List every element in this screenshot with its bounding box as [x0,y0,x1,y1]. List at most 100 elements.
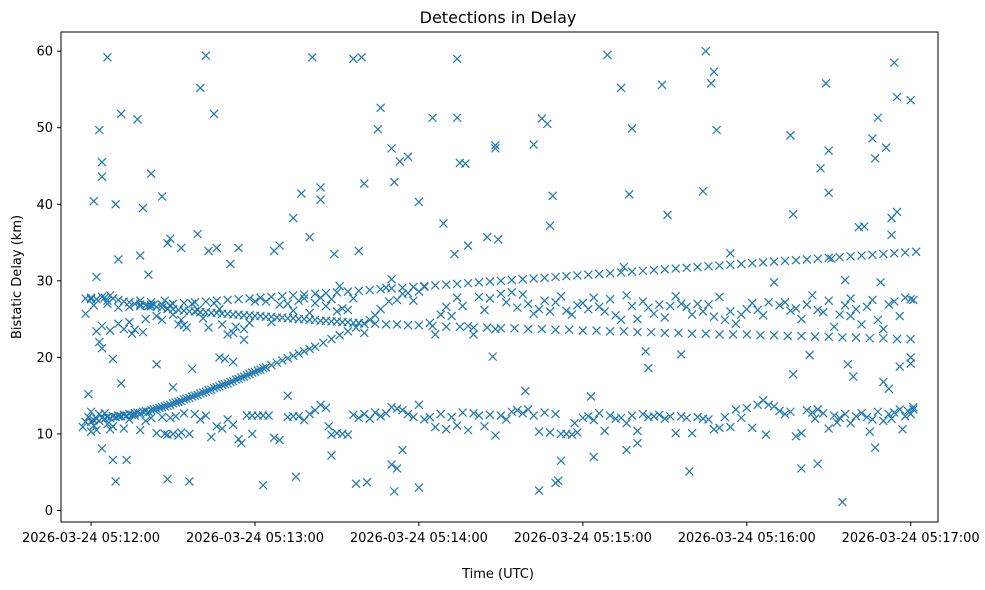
data-point [840,409,850,419]
data-point [217,380,227,390]
data-point [534,427,544,437]
data-point [813,305,823,315]
data-point [370,319,380,329]
data-point [693,262,703,272]
data-point [403,409,413,419]
data-point [780,297,790,307]
data-point [605,268,615,278]
data-point [307,52,317,62]
data-point [370,408,380,417]
data-point [359,328,369,338]
data-point [633,426,642,436]
data-point [720,315,730,325]
data-point [725,307,735,316]
data-point [439,218,448,228]
data-point [873,113,883,123]
data-point [572,271,582,280]
data-point [868,250,877,260]
data-point [824,424,834,434]
data-point [540,273,550,283]
data-point [184,476,194,486]
data-point [348,54,358,64]
data-point [193,229,203,239]
data-point [97,172,107,182]
data-point [469,329,478,339]
data-point [201,297,211,306]
data-point [239,335,249,345]
data-point [327,430,336,440]
data-point [245,369,254,379]
data-point [436,409,446,419]
data-point [234,434,244,444]
data-point [868,133,877,143]
data-point [179,298,189,308]
data-point [332,287,342,297]
data-point [398,445,407,455]
data-point [86,294,96,304]
data-point [335,281,345,291]
data-point [791,303,801,313]
data-point [253,365,263,375]
data-point [846,418,855,428]
data-point [851,411,861,421]
data-point [892,334,902,344]
data-point [889,408,899,417]
data-point [769,401,779,411]
data-point [387,460,397,470]
data-point [127,329,137,339]
data-point [813,405,823,414]
data-point [225,259,235,269]
data-point [551,272,560,282]
data-point [97,292,107,302]
data-point [868,295,877,305]
data-point [359,179,369,189]
data-point [865,333,875,343]
data-point [264,411,274,421]
data-point [275,300,284,309]
data-point [165,234,175,244]
data-point [283,391,293,401]
data-point [835,413,845,423]
data-point [827,254,836,264]
data-point [179,408,189,418]
data-point [474,277,484,287]
data-point [146,413,156,423]
data-point [881,143,891,153]
data-point [239,372,249,381]
data-point [704,414,713,424]
data-point [592,326,601,336]
data-point [725,260,735,270]
data-point [488,352,498,362]
data-point [646,327,656,337]
data-point [698,186,708,196]
data-point [780,409,790,419]
data-point [742,403,752,413]
data-point [231,322,241,332]
y-tick-label: 40 [36,198,53,213]
data-point [103,52,112,62]
data-point [682,302,692,312]
data-point [343,287,353,296]
data-point [764,400,774,410]
data-point [343,305,353,315]
data-point [318,338,328,348]
data-point [234,243,244,253]
data-point [389,486,399,496]
data-point [316,195,325,205]
data-point [452,113,462,123]
data-point [258,480,268,490]
data-point [419,282,429,292]
data-point [452,54,462,64]
data-point [906,409,916,419]
data-point [419,414,429,424]
data-point [463,241,473,251]
data-point [381,283,391,293]
data-point [616,83,626,93]
data-point [351,479,361,489]
data-point [892,207,902,217]
data-point [97,343,107,353]
data-point [507,275,517,285]
data-point [619,326,629,336]
data-point [223,295,233,305]
data-point [327,334,336,344]
